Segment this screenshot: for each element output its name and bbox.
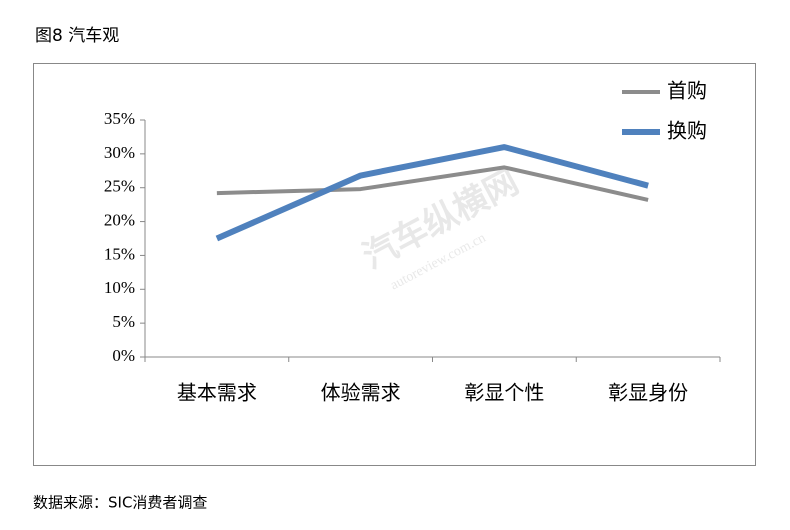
y-tick-label: 15% bbox=[104, 244, 135, 263]
series-line bbox=[215, 144, 649, 242]
legend-label: 首购 bbox=[667, 79, 707, 103]
y-tick-label: 5% bbox=[112, 312, 135, 331]
y-tick-label: 10% bbox=[104, 278, 135, 297]
x-tick-label: 体验需求 bbox=[321, 381, 401, 405]
legend-label: 换购 bbox=[667, 119, 707, 143]
chart-frame bbox=[33, 63, 756, 466]
x-tick-label: 彰显个性 bbox=[464, 381, 544, 405]
watermark: 汽车纵横网 autoreview.com.cn bbox=[356, 162, 525, 293]
source-note: 数据来源：SIC消费者调查 bbox=[33, 494, 207, 512]
y-tick-label: 20% bbox=[104, 210, 135, 229]
series-line bbox=[216, 165, 649, 202]
x-tick-label: 彰显身份 bbox=[608, 381, 688, 405]
y-tick-label: 30% bbox=[104, 143, 135, 162]
chart-title: 图8 汽车观 bbox=[35, 26, 119, 46]
x-tick-label: 基本需求 bbox=[177, 381, 257, 405]
y-tick-label: 25% bbox=[104, 177, 135, 196]
y-tick-label: 35% bbox=[104, 109, 135, 128]
y-tick-label: 0% bbox=[112, 346, 135, 365]
